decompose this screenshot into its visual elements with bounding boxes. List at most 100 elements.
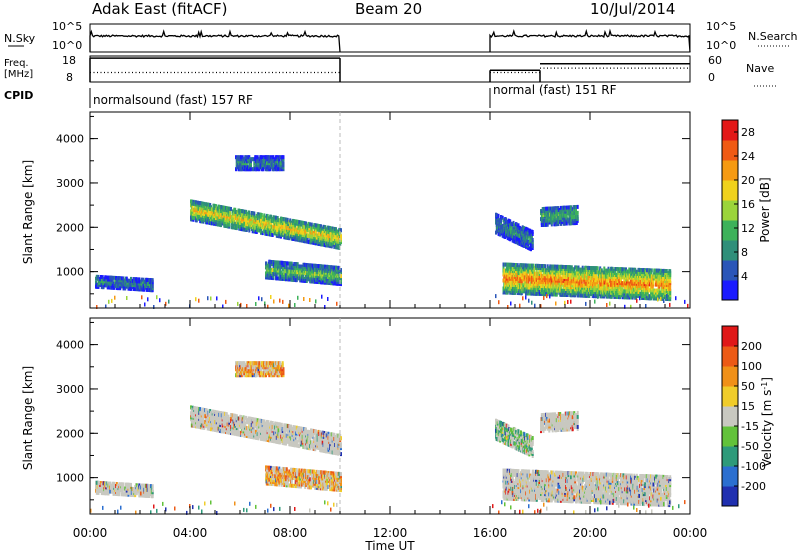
power-speckle-4756 <box>207 296 209 301</box>
power-ytick-label-3: 4000 <box>56 133 84 146</box>
power-cell-1024 <box>319 236 322 241</box>
power-cell-2244 <box>282 161 285 166</box>
power-cell-2538 <box>542 218 545 223</box>
power-speckle-4801 <box>585 301 587 306</box>
power-cell-2259 <box>495 213 498 218</box>
power-cell-1896 <box>132 287 135 291</box>
power-speckle-4749 <box>156 295 158 300</box>
noise-tick-bottom-left: 10^0 <box>52 39 82 52</box>
power-cell-2320 <box>505 217 507 222</box>
power-cell-2307 <box>503 224 506 229</box>
power-colorbar-swatch-6 <box>722 160 738 181</box>
power-cell-2082 <box>253 161 256 166</box>
power-cell-334 <box>233 219 236 224</box>
power-cell-2856 <box>507 268 510 273</box>
power-cell-2619 <box>552 208 555 213</box>
power-speckle-4750 <box>159 298 161 303</box>
power-speckle-4761 <box>237 301 239 306</box>
power-cell-1811 <box>112 275 115 280</box>
power-cell-2091 <box>255 155 257 160</box>
power-cell-2051 <box>245 155 247 160</box>
power-cell-1033 <box>320 224 322 229</box>
power-cell-2189 <box>272 163 275 168</box>
power-cell-315 <box>230 207 232 211</box>
power-cell-946 <box>308 234 311 239</box>
power-speckle-4782 <box>336 301 338 306</box>
power-speckle-4757 <box>210 296 212 301</box>
power-cell-1244 <box>271 268 274 272</box>
power-speckle-4744 <box>126 296 128 300</box>
power-cell-2736 <box>568 209 571 214</box>
power-cell-2498 <box>529 228 532 233</box>
power-speckle-4810 <box>645 304 647 308</box>
power-speckle-4778 <box>315 299 317 304</box>
power-colorbar-swatch-7 <box>722 140 738 161</box>
power-ytick-label-2: 3000 <box>56 177 84 190</box>
power-cell-1856 <box>122 276 125 281</box>
power-speckle-4809 <box>639 296 641 301</box>
power-cell-577 <box>264 215 267 220</box>
power-cell-131 <box>206 216 209 221</box>
power-cell-4738 <box>669 269 672 274</box>
power-cell-2476 <box>526 237 529 242</box>
power-cell-646 <box>272 215 275 220</box>
power-cell-225 <box>219 220 222 225</box>
power-heatmap <box>95 155 689 309</box>
nave-tick-bottom: 0 <box>708 71 715 84</box>
power-cell-164 <box>210 205 212 210</box>
power-cell-1815 <box>114 279 117 284</box>
power-speckle-4802 <box>594 299 596 304</box>
power-cell-1559 <box>318 276 321 281</box>
power-speckle-4743 <box>114 295 116 300</box>
power-speckle-4803 <box>597 294 599 299</box>
power-speckle-4745 <box>141 295 143 300</box>
power-cell-888 <box>300 236 302 241</box>
power-cell-1303 <box>280 270 283 275</box>
power-cell-1075 <box>325 227 327 232</box>
power-ytick-label-0: 1000 <box>56 266 84 279</box>
power-cell-1690 <box>335 265 337 270</box>
power-cell-977 <box>312 230 315 235</box>
power-cell-530 <box>257 212 260 217</box>
power-cell-785 <box>288 230 291 235</box>
nsky-line-0 <box>89 29 341 53</box>
power-cell-2123 <box>260 155 263 160</box>
power-speckle-4776 <box>303 297 305 301</box>
power-cell-340 <box>234 221 237 226</box>
power-speckle-4808 <box>636 298 638 303</box>
power-cell-23 <box>192 199 195 204</box>
power-cell-117 <box>205 214 207 219</box>
power-cell-503 <box>254 215 257 220</box>
power-speckle-4781 <box>327 297 329 301</box>
power-cell-802 <box>290 220 292 225</box>
power-speckle-4786 <box>510 301 512 306</box>
power-speckle-4746 <box>144 302 146 307</box>
power-cell-1413 <box>296 262 299 267</box>
power-cell-301 <box>228 222 231 227</box>
power-cell-1192 <box>340 228 342 233</box>
power-speckle-4813 <box>663 299 665 303</box>
power-speckle-4804 <box>606 303 608 307</box>
power-cell-2842 <box>506 286 509 291</box>
power-cell-2453 <box>523 226 526 231</box>
power-cell-2278 <box>498 218 501 223</box>
power-cell-451 <box>248 228 251 233</box>
power-colorbar-swatch-3 <box>722 220 738 241</box>
power-cell-1117 <box>330 234 333 239</box>
power-cell-2007 <box>237 155 240 160</box>
power-cbtick-label-1: 8 <box>741 246 748 259</box>
power-cell-2791 <box>576 210 579 215</box>
power-cell-2325 <box>505 219 508 224</box>
freq-unit-label: [MHz] <box>4 69 33 80</box>
power-cell-1191 <box>340 234 342 239</box>
power-cell-51 <box>196 200 199 205</box>
power-cell-1337 <box>285 265 288 270</box>
power-cell-383 <box>240 224 242 229</box>
power-cell-2677 <box>560 205 562 210</box>
power-cbtick-label-3: 16 <box>741 198 755 211</box>
power-cell-4734 <box>669 279 672 284</box>
power-cell-2352 <box>509 219 512 224</box>
power-cell-501 <box>254 225 257 230</box>
power-cell-3286 <box>544 264 547 269</box>
power-cell-1412 <box>296 266 299 271</box>
